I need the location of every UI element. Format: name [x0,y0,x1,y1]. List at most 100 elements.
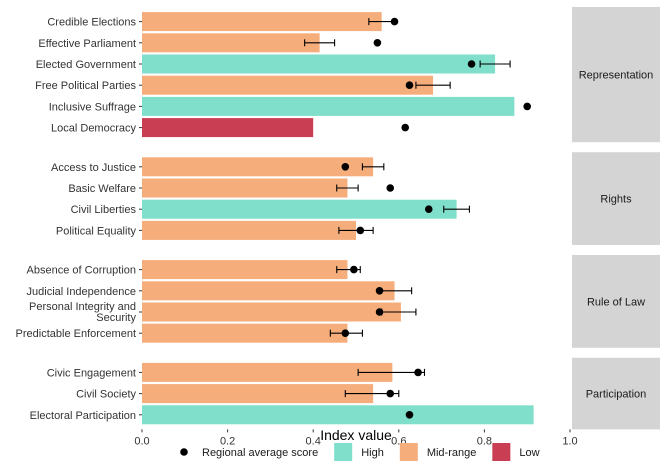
regional-average-point [401,123,410,132]
bar-row: Basic Welfare [68,178,395,198]
regional-average-point [386,184,395,192]
error-bar [361,163,385,171]
regional-average-point [414,368,422,377]
facet-strip-label: Representation [579,70,654,82]
facet-2: Rule of Law Absence of Corruption Judicial… [16,255,660,348]
legend-label: High [361,447,384,459]
regional-average-point [405,81,414,89]
facet-strip-label: Participation [586,389,647,401]
category-label: Personal Integrity and Security [29,301,137,324]
bar [142,178,348,198]
bar-row: Civic Engagement [47,362,426,382]
x-tick-label: 0.2 [220,435,235,447]
category-label: Civil Society [76,389,136,401]
bar [142,405,534,425]
bar [142,33,320,53]
bar-row: Political Equality [56,220,374,240]
legend-item: Regional average score [180,447,318,459]
error-bar [443,205,470,213]
regional-average-point [356,226,365,235]
legend-point-key [180,448,188,456]
legend: Regional average score High Mid-range Low [180,443,540,461]
category-label: Credible Elections [47,17,136,29]
regional-average-point [341,163,350,171]
category-label: Civil Liberties [71,204,137,216]
bar-row: Predictable Enforcement [16,323,363,343]
x-tick-label: 0.4 [306,435,321,447]
bar [142,302,401,322]
category-label: Access to Justice [51,162,136,174]
bar-row: Inclusive Suffrage [49,96,531,116]
bar-row: Electoral Participation [30,405,534,425]
regional-average-point [350,265,358,274]
bar [142,199,457,219]
bar [142,384,374,404]
regional-average-point [467,60,476,68]
bar [142,220,356,240]
regional-average-point [341,329,350,338]
error-bar [336,184,359,192]
bar-row: Personal Integrity and Security [29,301,417,324]
bar [142,157,374,177]
legend-label: Low [519,447,539,459]
facet-strip-label: Rule of Law [587,296,645,308]
regional-average-point [523,102,531,111]
bar [142,260,348,280]
error-bar [479,60,511,68]
regional-average-point [375,308,384,316]
regional-average-point [386,389,395,398]
bar [142,96,515,116]
legend-color-key [399,443,418,461]
facet-panels: Representation Credible Elections Effectiv… [16,7,660,430]
bar [142,323,348,343]
legend-label: Regional average score [202,447,318,459]
bar-row: Absence of Corruption [27,260,361,280]
category-label: Inclusive Suffrage [49,101,136,113]
facet-strip [572,7,660,143]
bar-row: Access to Justice [51,157,385,177]
facet-strip [572,357,660,430]
error-bar [338,226,374,234]
regional-average-point [373,39,382,47]
legend-color-key [334,443,353,461]
category-label: Judicial Independence [27,286,136,298]
bar-row: Credible Elections [47,12,399,32]
regional-average-point [390,17,399,26]
regional-average-point [375,287,384,295]
facet-3: Participation Civic Engagement Civil Socie… [30,357,660,430]
facet-strip-label: Rights [600,194,632,206]
facet-1: Rights Access to Justice Basic Welfare Civi… [51,152,660,245]
facet-strip [572,152,660,245]
legend-color-key [492,443,511,461]
bar-row: Effective Parliament [38,33,382,53]
category-label: Political Equality [56,225,137,237]
error-bar [357,368,426,376]
bar-row: Local Democracy [51,118,410,138]
x-tick-label: 0.8 [477,435,492,447]
category-label: Effective Parliament [38,38,136,50]
category-label: Free Political Parties [35,80,136,92]
x-axis-title: Index value [320,427,392,443]
category-label: Predictable Enforcement [16,328,136,340]
error-bar [415,81,451,89]
error-bar [304,39,336,47]
legend-item: Low [492,443,540,461]
bar-row: Civil Liberties [71,199,470,219]
legend-label: Mid-range [427,447,477,459]
facet-0: Representation Credible Elections Effectiv… [35,7,660,143]
category-label: Civic Engagement [47,367,136,379]
regional-average-point [405,411,414,419]
bar [142,281,395,301]
bar-row: Civil Society [76,384,400,404]
x-axis: 0.0 0.2 0.4 0.6 0.8 1.0 [134,429,578,447]
facet-strip [572,255,660,348]
legend-item: Mid-range [399,443,477,461]
bar [142,12,382,32]
bar [142,75,434,95]
legend-item: High [334,443,384,461]
x-tick-label: 1.0 [562,435,577,447]
bar-row: Judicial Independence [27,281,413,301]
category-label: Local Democracy [51,123,136,135]
x-tick-label: 0.0 [134,435,149,447]
